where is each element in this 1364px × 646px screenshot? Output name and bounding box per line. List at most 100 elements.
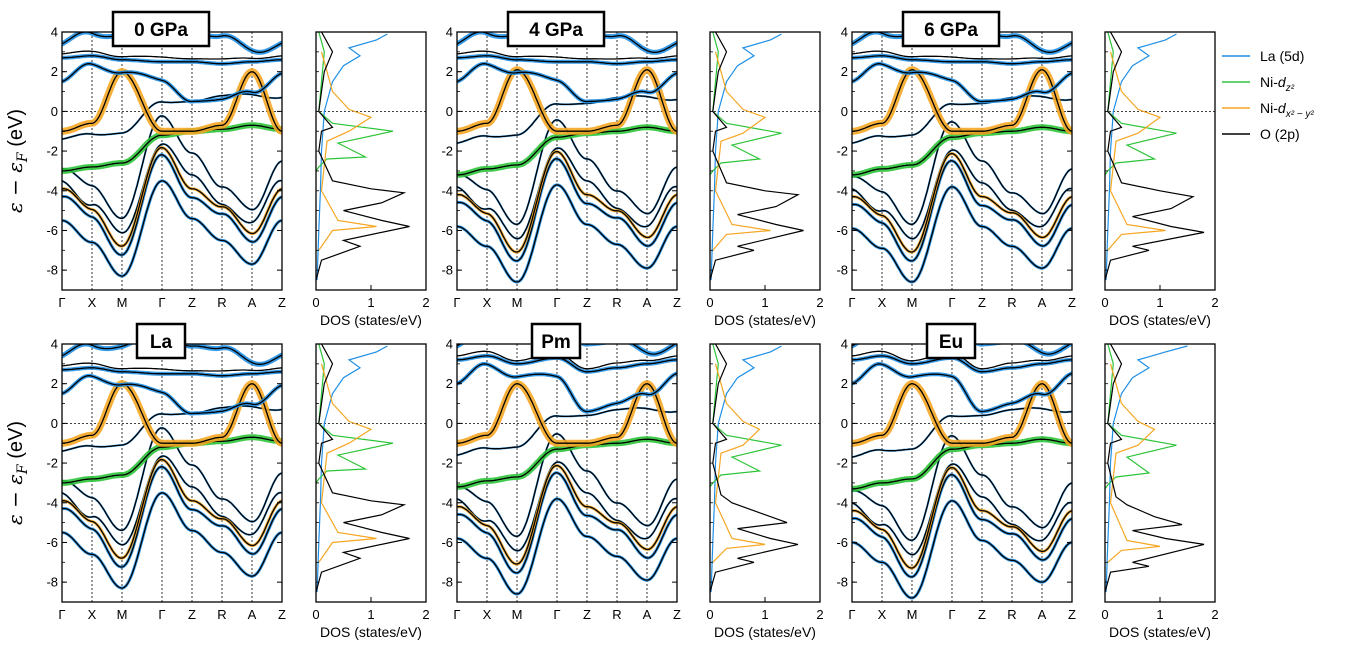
band-mid xyxy=(457,95,677,144)
ytick-label: -2 xyxy=(46,144,58,159)
dos-lines xyxy=(710,344,820,593)
dos-lines xyxy=(710,32,820,281)
kpoint-label: A xyxy=(643,607,652,622)
kpoint-label: Γ xyxy=(553,607,560,622)
ytick-label: 2 xyxy=(446,376,453,391)
ytick-label: -6 xyxy=(836,223,848,238)
kpoint-label: X xyxy=(88,607,97,622)
band-o-low-3 xyxy=(62,143,282,234)
kpoint-label: M xyxy=(117,607,128,622)
band-o-low-2 xyxy=(457,158,677,262)
band-la-3 xyxy=(62,344,282,365)
dos-lines xyxy=(316,32,426,281)
band-orange-low-weight xyxy=(62,458,282,560)
band-o-low-3 xyxy=(852,149,1072,240)
band-panel-pm: -8 -6 -4 -2 0 2 4 Γ X M Γ Z R A Z Pm xyxy=(441,322,681,622)
band-la-2 xyxy=(62,362,282,372)
band-la-2 xyxy=(457,50,677,60)
band-o-low-1 xyxy=(852,500,1072,599)
ytick-label: 4 xyxy=(446,25,453,40)
band-o-low-2 xyxy=(62,466,282,568)
xtick-label: 1 xyxy=(1156,295,1163,310)
band-o-low-2 xyxy=(62,154,282,256)
kpoint-label: R xyxy=(217,607,226,622)
kpoint-label: A xyxy=(643,295,652,310)
ytick-label: -2 xyxy=(46,456,58,471)
band-la-1 xyxy=(457,55,677,65)
dos-series-o2p xyxy=(710,344,799,593)
kpoint-label: Γ xyxy=(848,295,855,310)
ytick-label: 0 xyxy=(841,104,848,119)
dos-series-la5d xyxy=(316,345,388,593)
xtick-label: 0 xyxy=(1101,607,1108,622)
legend-label: La (5d) xyxy=(1260,48,1304,64)
kpoint-label: R xyxy=(1007,295,1016,310)
band-orange-low-weight xyxy=(62,146,282,248)
band-la-3 xyxy=(62,32,282,53)
kpoint-label: M xyxy=(512,607,523,622)
band-o-low-1 xyxy=(457,184,677,283)
band-lines xyxy=(62,344,282,602)
band-lines xyxy=(457,344,677,602)
dos-series-nidx2y2 xyxy=(712,51,771,251)
band-la-1 xyxy=(62,55,282,65)
kpoint-label: Z xyxy=(188,607,196,622)
ytick-label: -4 xyxy=(441,183,453,198)
kpoint-label: A xyxy=(1038,295,1047,310)
ytick-label: 0 xyxy=(841,416,848,431)
kpoint-label: M xyxy=(512,295,523,310)
band-o-low-1 xyxy=(62,180,282,277)
ytick-label: -4 xyxy=(441,495,453,510)
kpoint-label: Z xyxy=(188,295,196,310)
band-la-4 xyxy=(852,63,1072,103)
dos-series-nidx2y2 xyxy=(318,363,377,563)
x-axis-label: DOS (states/eV) xyxy=(1109,312,1211,328)
band-o-low-2 xyxy=(457,472,677,574)
xtick-label: 2 xyxy=(422,607,429,622)
xtick-label: 0 xyxy=(1101,295,1108,310)
ytick-label: 2 xyxy=(841,376,848,391)
kpoint-label: R xyxy=(217,295,226,310)
kpoint-label: Γ xyxy=(158,607,165,622)
band-o-low-3 xyxy=(852,463,1072,556)
ytick-label: 2 xyxy=(51,376,58,391)
kpoint-label: X xyxy=(878,295,887,310)
kpoint-label: R xyxy=(1007,607,1016,622)
band-orange-low xyxy=(852,152,1072,253)
axes-frame xyxy=(1104,343,1216,603)
kpoint-label: Z xyxy=(583,607,591,622)
band-la-3 xyxy=(457,32,677,53)
band-o-low-3 xyxy=(62,455,282,546)
ytick-label: -8 xyxy=(46,575,58,590)
panel-title: Pm xyxy=(541,332,571,353)
band-o-low-1-weight xyxy=(62,491,282,590)
kpoint-label: Z xyxy=(583,295,591,310)
panel-title: 6 GPa xyxy=(924,20,978,41)
ytick-label: -4 xyxy=(46,495,58,510)
band-mid xyxy=(62,93,282,140)
kpoint-label: M xyxy=(907,607,918,622)
band-la-1-weight xyxy=(457,53,677,66)
legend-label: O (2p) xyxy=(1260,126,1300,142)
band-dz2 xyxy=(852,438,1072,490)
kpoint-label: Z xyxy=(1068,607,1076,622)
panel-title-box xyxy=(901,10,1001,48)
kpoint-label: A xyxy=(1038,607,1047,622)
kpoint-label: Γ xyxy=(453,607,460,622)
kpoint-label: Γ xyxy=(158,295,165,310)
xtick-label: 2 xyxy=(1211,295,1218,310)
ytick-label: -2 xyxy=(836,456,848,471)
kpoint-label: A xyxy=(248,607,257,622)
band-o-low-1 xyxy=(62,492,282,589)
xtick-label: 1 xyxy=(367,607,374,622)
ytick-label: -8 xyxy=(441,575,453,590)
ytick-label: -2 xyxy=(441,144,453,159)
ytick-label: 0 xyxy=(51,416,58,431)
kpoint-label: Γ xyxy=(453,295,460,310)
panel-title-box xyxy=(506,10,606,48)
band-o-low-1 xyxy=(852,186,1072,283)
band-o-low-3 xyxy=(457,461,677,552)
dos-lines xyxy=(1105,344,1215,593)
